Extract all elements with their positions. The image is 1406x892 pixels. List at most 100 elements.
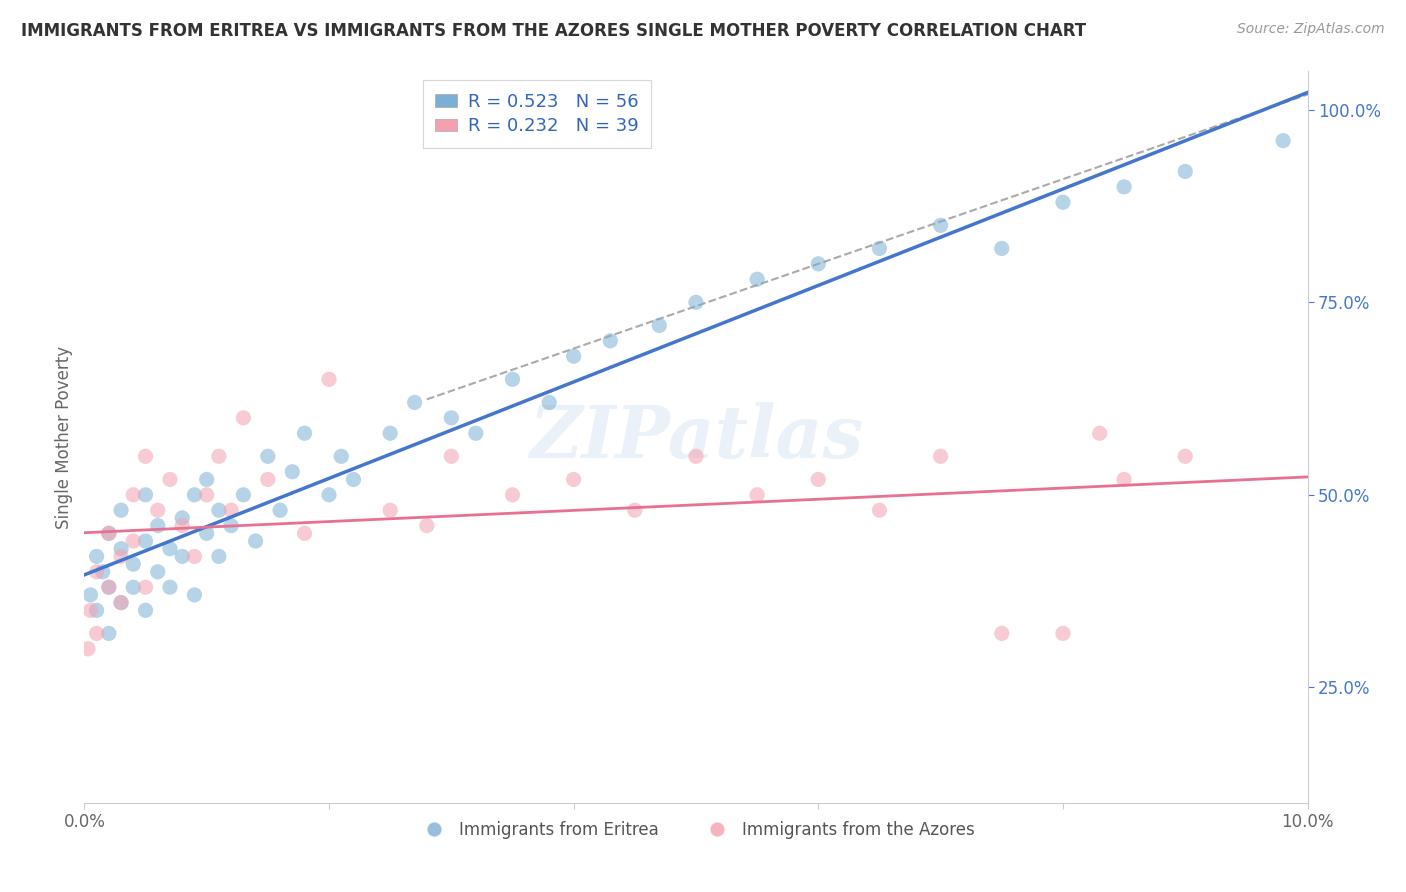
Point — [135, 603, 157, 617]
Point — [135, 534, 157, 549]
Point — [183, 488, 205, 502]
Legend: Immigrants from Eritrea, Immigrants from the Azores: Immigrants from Eritrea, Immigrants from… — [411, 814, 981, 846]
Point — [440, 410, 463, 425]
Point — [86, 549, 108, 564]
Point — [122, 580, 145, 594]
Point — [146, 503, 169, 517]
Point — [648, 318, 671, 333]
Point — [1272, 134, 1295, 148]
Point — [195, 526, 218, 541]
Point — [159, 541, 181, 556]
Point — [232, 410, 254, 425]
Point — [502, 488, 524, 502]
Point — [172, 518, 194, 533]
Point — [159, 472, 181, 486]
Point — [91, 565, 114, 579]
Point — [991, 242, 1014, 256]
Point — [172, 511, 194, 525]
Point — [318, 372, 340, 386]
Point — [538, 395, 561, 409]
Point — [232, 488, 254, 502]
Point — [195, 488, 218, 502]
Point — [404, 395, 426, 409]
Point — [97, 580, 120, 594]
Point — [146, 518, 169, 533]
Point — [599, 334, 621, 348]
Point — [440, 450, 463, 464]
Point — [929, 450, 952, 464]
Point — [77, 641, 100, 656]
Point — [807, 472, 830, 486]
Point — [208, 450, 231, 464]
Point — [269, 503, 291, 517]
Point — [342, 472, 364, 486]
Point — [122, 557, 145, 571]
Point — [257, 450, 280, 464]
Point — [122, 488, 145, 502]
Point — [110, 549, 132, 564]
Point — [380, 503, 402, 517]
Point — [86, 565, 108, 579]
Text: IMMIGRANTS FROM ERITREA VS IMMIGRANTS FROM THE AZORES SINGLE MOTHER POVERTY CORR: IMMIGRANTS FROM ERITREA VS IMMIGRANTS FR… — [21, 22, 1087, 40]
Y-axis label: Single Mother Poverty: Single Mother Poverty — [55, 345, 73, 529]
Point — [122, 534, 145, 549]
Point — [135, 580, 157, 594]
Point — [97, 626, 120, 640]
Point — [110, 541, 132, 556]
Point — [562, 472, 585, 486]
Point — [294, 526, 316, 541]
Point — [79, 588, 101, 602]
Point — [219, 503, 242, 517]
Point — [208, 503, 231, 517]
Point — [97, 526, 120, 541]
Point — [110, 596, 132, 610]
Point — [1174, 164, 1197, 178]
Point — [747, 488, 769, 502]
Point — [685, 295, 707, 310]
Point — [281, 465, 304, 479]
Point — [685, 450, 707, 464]
Point — [624, 503, 647, 517]
Point — [135, 488, 157, 502]
Point — [219, 518, 242, 533]
Point — [869, 503, 891, 517]
Point — [416, 518, 439, 533]
Point — [79, 603, 101, 617]
Point — [146, 565, 169, 579]
Point — [807, 257, 830, 271]
Point — [869, 242, 891, 256]
Point — [86, 603, 108, 617]
Point — [135, 450, 157, 464]
Point — [97, 580, 120, 594]
Point — [1174, 450, 1197, 464]
Text: ZIPatlas: ZIPatlas — [529, 401, 863, 473]
Point — [1114, 179, 1136, 194]
Point — [380, 426, 402, 441]
Point — [1114, 472, 1136, 486]
Point — [562, 349, 585, 363]
Text: Source: ZipAtlas.com: Source: ZipAtlas.com — [1237, 22, 1385, 37]
Point — [502, 372, 524, 386]
Point — [1052, 195, 1074, 210]
Point — [257, 472, 280, 486]
Point — [110, 503, 132, 517]
Point — [97, 526, 120, 541]
Point — [1088, 426, 1111, 441]
Point — [172, 549, 194, 564]
Point — [195, 472, 218, 486]
Point — [110, 596, 132, 610]
Point — [1052, 626, 1074, 640]
Point — [294, 426, 316, 441]
Point — [159, 580, 181, 594]
Point — [464, 426, 486, 441]
Point — [991, 626, 1014, 640]
Point — [318, 488, 340, 502]
Point — [245, 534, 267, 549]
Point — [330, 450, 353, 464]
Point — [86, 626, 108, 640]
Point — [183, 549, 205, 564]
Point — [183, 588, 205, 602]
Point — [208, 549, 231, 564]
Point — [929, 219, 952, 233]
Point — [747, 272, 769, 286]
